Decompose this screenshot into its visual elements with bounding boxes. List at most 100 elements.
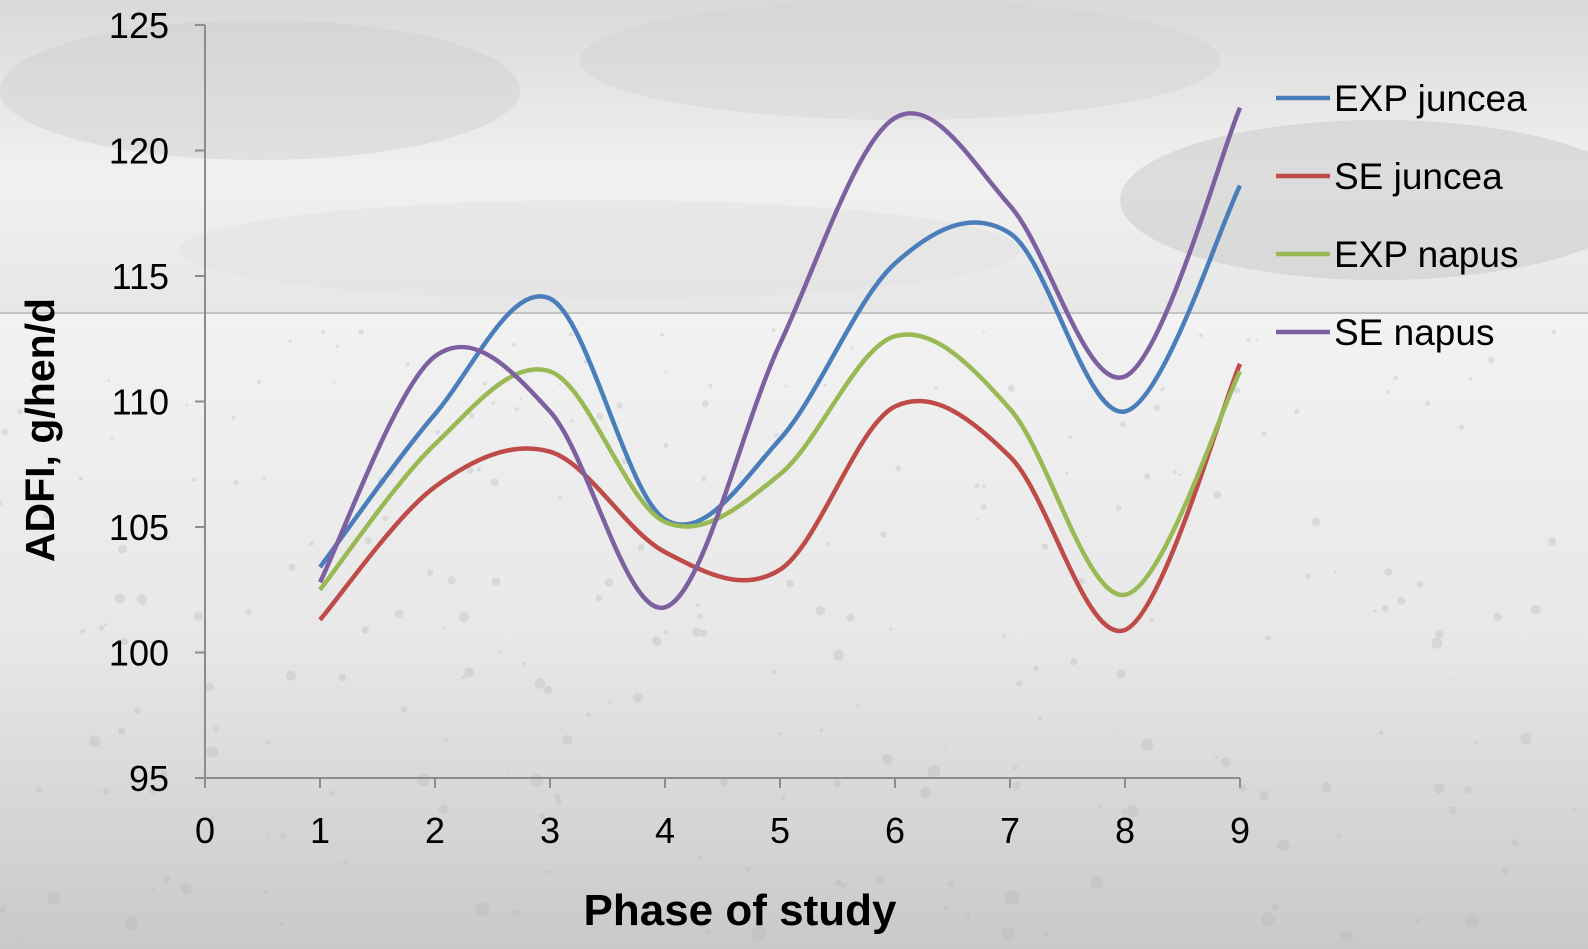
field-texture-dot (1511, 839, 1519, 847)
field-texture-dot (1214, 756, 1218, 759)
field-texture-dot (426, 569, 434, 577)
field-texture-dot (364, 536, 372, 545)
field-texture-dot (608, 700, 612, 704)
field-texture-dot (288, 339, 292, 343)
field-texture-dot (1213, 491, 1222, 499)
field-texture-dot (321, 329, 326, 334)
field-texture-dot (815, 605, 826, 616)
field-texture-dot (358, 329, 364, 335)
field-texture-dot (17, 408, 24, 415)
field-texture-dot (1016, 680, 1023, 687)
field-texture-dot (160, 770, 168, 778)
field-texture-dot (99, 625, 105, 631)
series-line-exp-napus (318, 332, 1243, 598)
field-texture-dot (1144, 473, 1151, 480)
field-texture-dot (664, 370, 667, 374)
field-texture-dot (394, 609, 404, 618)
field-texture-dot (447, 576, 456, 585)
field-texture-dot (774, 432, 779, 438)
field-texture-dot (1572, 808, 1576, 812)
field-texture-dot (974, 483, 980, 489)
x-tick-label: 5 (770, 810, 790, 851)
y-tick-label: 110 (112, 382, 169, 423)
field-texture-dot (823, 383, 827, 387)
field-texture-dot (1488, 357, 1495, 364)
legend-label: SE napus (1334, 312, 1494, 353)
field-texture-dot (1008, 385, 1015, 392)
field-texture-dot (512, 342, 516, 347)
field-texture-dot (211, 816, 215, 820)
field-texture-dot (841, 882, 847, 888)
field-texture-dot (1246, 338, 1251, 343)
field-texture-dot (875, 875, 885, 885)
field-texture-dot (771, 669, 776, 674)
field-texture-dot (934, 386, 938, 390)
field-texture-dot (1473, 740, 1478, 745)
field-texture-dot (1141, 738, 1154, 751)
field-texture-dot (475, 902, 490, 917)
field-texture-dot (1037, 716, 1042, 721)
field-texture-dot (117, 727, 126, 735)
field-texture-dot (856, 703, 860, 706)
field-texture-dot (1012, 781, 1021, 791)
y-tick-label: 115 (112, 256, 169, 297)
field-texture-dot (1434, 783, 1445, 794)
field-texture-dot (980, 503, 987, 510)
field-texture-dot (780, 795, 786, 801)
field-texture-dot (523, 662, 527, 666)
field-texture-dot (194, 611, 204, 621)
field-texture-dot (1448, 806, 1457, 815)
field-texture-dot (265, 740, 270, 746)
field-texture-dot (1041, 543, 1049, 550)
field-texture-dot (555, 798, 562, 805)
field-texture-dot (506, 771, 510, 774)
field-texture-dot (834, 878, 843, 887)
legend-label: SE juncea (1334, 156, 1503, 197)
field-texture-dot (476, 467, 481, 472)
x-tick-label: 7 (1000, 810, 1020, 851)
y-axis-ticks: 95 100 105 110 115 120 125 (109, 5, 205, 799)
field-texture-dot (982, 331, 986, 334)
field-texture-dot (1520, 733, 1532, 745)
x-tick-label: 8 (1115, 810, 1135, 851)
field-texture-dot (826, 541, 830, 546)
field-texture-dot (1334, 570, 1337, 574)
field-texture-dot (382, 515, 389, 522)
field-texture-dot (633, 693, 643, 703)
field-texture-dot (652, 636, 662, 646)
field-texture-dot (89, 735, 101, 747)
field-texture-dot (162, 533, 170, 542)
field-texture-dot (720, 778, 729, 787)
field-texture-dot (562, 734, 573, 745)
field-texture-dot (361, 626, 369, 634)
field-texture-dot (438, 804, 449, 815)
field-texture-dot (895, 465, 901, 472)
field-texture-dot (1068, 435, 1073, 439)
field-texture-dot (512, 908, 520, 917)
field-texture-dot (491, 401, 496, 406)
field-texture-dot (784, 385, 787, 388)
field-texture-dot (466, 467, 474, 474)
field-texture-dot (943, 747, 946, 750)
field-texture-dot (1233, 387, 1241, 394)
field-texture-dot (435, 429, 440, 435)
field-texture-dot (1160, 388, 1164, 392)
field-texture-dot (1397, 596, 1406, 605)
y-tick-label: 125 (109, 5, 169, 46)
field-texture-dot (1311, 517, 1321, 527)
x-tick-label: 0 (195, 810, 215, 851)
field-texture-dot (1449, 676, 1452, 679)
field-texture-dot (1373, 609, 1377, 613)
field-texture-dot (1270, 903, 1279, 911)
field-texture-dot (1424, 400, 1431, 407)
field-texture-dot (46, 891, 61, 905)
field-texture-dot (701, 400, 709, 408)
x-axis-title: Phase of study (584, 886, 897, 935)
field-texture-dot (1126, 804, 1139, 818)
field-texture-dot (1381, 604, 1389, 612)
field-texture-dot (569, 332, 574, 337)
field-texture-dot (1393, 375, 1398, 381)
field-texture-dot (1553, 759, 1556, 762)
field-texture-dot (570, 419, 574, 423)
field-texture-dot (31, 377, 36, 383)
